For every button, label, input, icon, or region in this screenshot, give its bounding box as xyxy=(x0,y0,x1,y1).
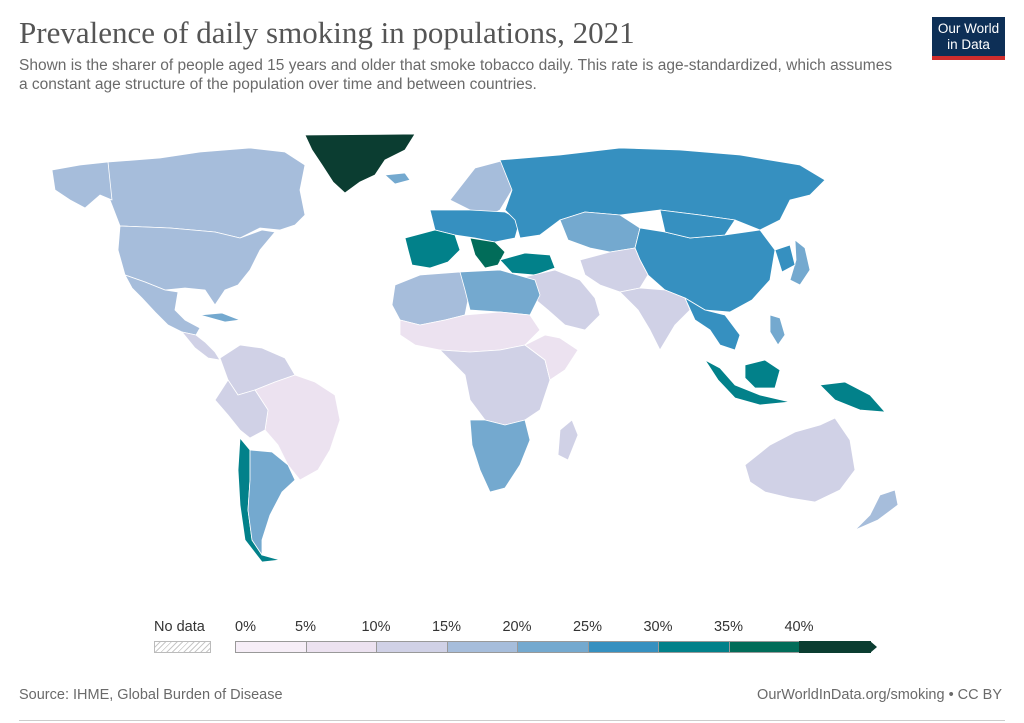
no-data-swatch[interactable] xyxy=(154,641,211,653)
no-data-label: No data xyxy=(154,619,205,635)
legend-swatch-6[interactable] xyxy=(658,641,730,653)
region-france-spain[interactable] xyxy=(404,229,461,269)
legend-swatch-0[interactable] xyxy=(235,641,307,653)
footer-divider xyxy=(19,720,1005,721)
region-central-america[interactable] xyxy=(181,331,221,361)
region-balkans[interactable] xyxy=(469,237,506,269)
region-east-africa[interactable] xyxy=(524,334,579,381)
region-southeast-asia[interactable] xyxy=(684,297,741,351)
region-madagascar[interactable] xyxy=(557,419,579,461)
region-argentina[interactable] xyxy=(247,449,296,556)
region-brazil[interactable] xyxy=(254,374,341,481)
legend-swatch-8[interactable] xyxy=(799,641,871,653)
region-cuba[interactable] xyxy=(199,312,241,323)
legend-swatch-2[interactable] xyxy=(376,641,448,653)
color-legend: No data 0% 5% 10% 15% 20% 25% 30% 35% 40% xyxy=(0,612,1024,662)
region-japan[interactable] xyxy=(789,239,811,286)
legend-swatch-4[interactable] xyxy=(517,641,589,653)
legend-tick-5: 25% xyxy=(572,619,603,635)
region-australia[interactable] xyxy=(744,417,856,503)
region-russia[interactable] xyxy=(499,147,826,239)
region-korea[interactable] xyxy=(774,244,796,273)
world-map[interactable] xyxy=(0,120,1024,590)
region-mexico[interactable] xyxy=(124,274,201,336)
region-greenland[interactable] xyxy=(304,133,416,194)
logo-line-2: in Data xyxy=(947,37,990,52)
legend-tick-3: 15% xyxy=(431,619,462,635)
legend-tick-6: 30% xyxy=(643,619,673,635)
region-iran-pakistan[interactable] xyxy=(579,247,649,293)
legend-swatch-1[interactable] xyxy=(305,641,377,653)
legend-open-end-arrow xyxy=(869,641,877,653)
legend-swatch-7[interactable] xyxy=(728,641,800,653)
legend-swatch-5[interactable] xyxy=(587,641,659,653)
region-borneo[interactable] xyxy=(744,359,781,389)
region-iceland[interactable] xyxy=(384,172,411,185)
region-kazakhstan[interactable] xyxy=(559,211,641,253)
region-southern-africa[interactable] xyxy=(469,419,531,493)
legend-swatch-3[interactable] xyxy=(446,641,518,653)
region-india[interactable] xyxy=(619,287,691,351)
region-peru-bolivia[interactable] xyxy=(214,379,269,439)
legend-tick-0: 0% xyxy=(235,619,256,635)
region-new-guinea[interactable] xyxy=(819,381,886,413)
legend-tick-4: 20% xyxy=(502,619,532,635)
legend-tick-7: 35% xyxy=(713,619,744,635)
region-middle-east[interactable] xyxy=(519,269,601,331)
region-central-africa[interactable] xyxy=(439,344,551,426)
source-note: Source: IHME, Global Burden of Disease xyxy=(19,687,283,703)
region-mongolia[interactable] xyxy=(659,209,736,239)
legend-tick-1: 5% xyxy=(295,619,316,635)
region-sumatra-java[interactable] xyxy=(704,359,791,406)
region-alaska[interactable] xyxy=(51,161,113,209)
region-new-zealand[interactable] xyxy=(854,489,899,531)
chart-subtitle: Shown is the sharer of people aged 15 ye… xyxy=(19,57,893,93)
owid-logo[interactable]: Our World in Data xyxy=(932,17,1005,60)
region-turkey[interactable] xyxy=(499,252,556,276)
region-canada[interactable] xyxy=(107,147,306,239)
region-philippines[interactable] xyxy=(769,314,786,346)
source-url[interactable]: OurWorldInData.org/smoking • CC BY xyxy=(757,687,1002,703)
logo-line-1: Our World xyxy=(937,21,1000,36)
chart-title: Prevalence of daily smoking in populatio… xyxy=(19,15,635,50)
region-sahel[interactable] xyxy=(399,311,541,353)
legend-tick-2: 10% xyxy=(361,619,391,635)
legend-tick-8: 40% xyxy=(784,619,814,635)
